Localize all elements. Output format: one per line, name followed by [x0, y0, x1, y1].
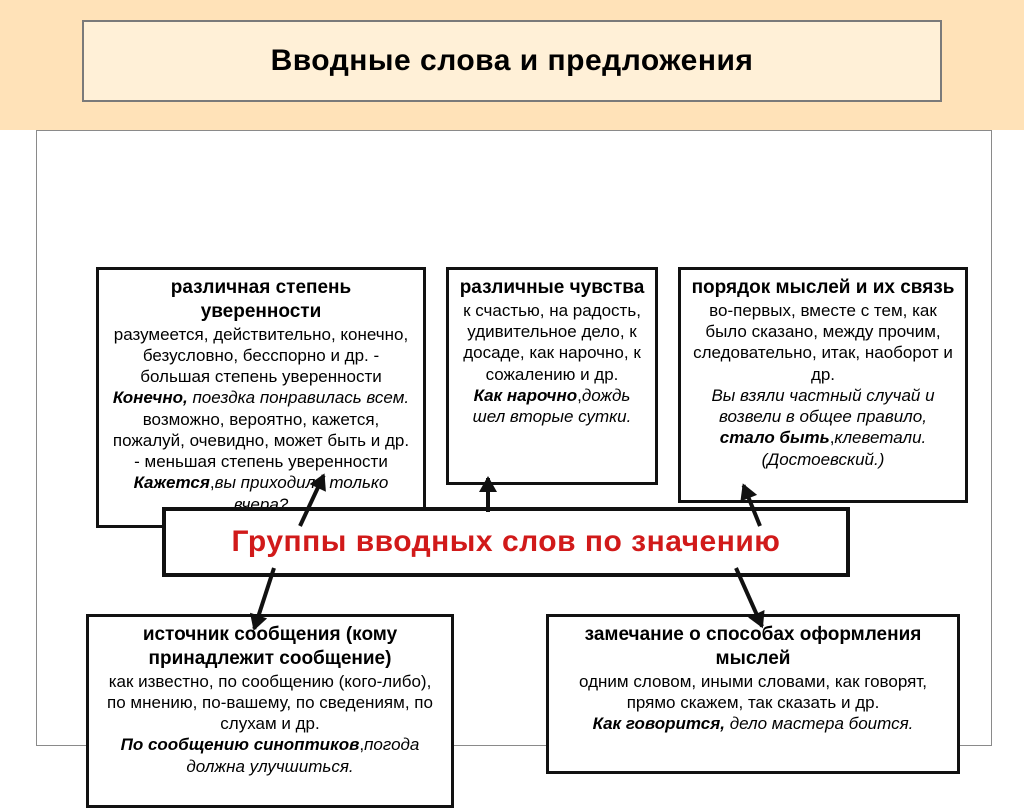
- title-band: Вводные слова и предложения: [0, 0, 1024, 130]
- diagram-area: различная степень уверенности разумеется…: [0, 130, 1024, 767]
- box-body: к счастью, на радость, удивительное дело…: [459, 300, 645, 428]
- box-certainty: различная степень уверенности разумеется…: [96, 267, 426, 528]
- central-box: Группы вводных слов по значению: [162, 507, 850, 577]
- box-body: как известно, по сообщению (кого-либо), …: [99, 671, 441, 777]
- box-heading: источник сообщения (кому принадлежит соо…: [99, 623, 441, 671]
- page-title: Вводные слова и предложения: [271, 44, 754, 78]
- box-heading: различная степень уверенности: [109, 276, 413, 324]
- arrow-icon: [486, 478, 490, 512]
- box-heading: различные чувства: [459, 276, 645, 300]
- box-source: источник сообщения (кому принадлежит соо…: [86, 614, 454, 808]
- box-body: разумеется, действительно, конечно, безу…: [109, 324, 413, 515]
- box-remarks: замечание о способах оформления мыслей о…: [546, 614, 960, 774]
- central-text: Группы вводных слов по значению: [232, 525, 781, 559]
- box-heading: порядок мыслей и их связь: [691, 276, 955, 300]
- box-order: порядок мыслей и их связь во-первых, вме…: [678, 267, 968, 503]
- box-body: во-первых, вместе с тем, как было сказан…: [691, 300, 955, 470]
- title-box: Вводные слова и предложения: [82, 20, 942, 102]
- box-feelings: различные чувства к счастью, на радость,…: [446, 267, 658, 485]
- page: Вводные слова и предложения различная ст…: [0, 0, 1024, 767]
- box-body: одним словом, иными словами, как говорят…: [559, 671, 947, 735]
